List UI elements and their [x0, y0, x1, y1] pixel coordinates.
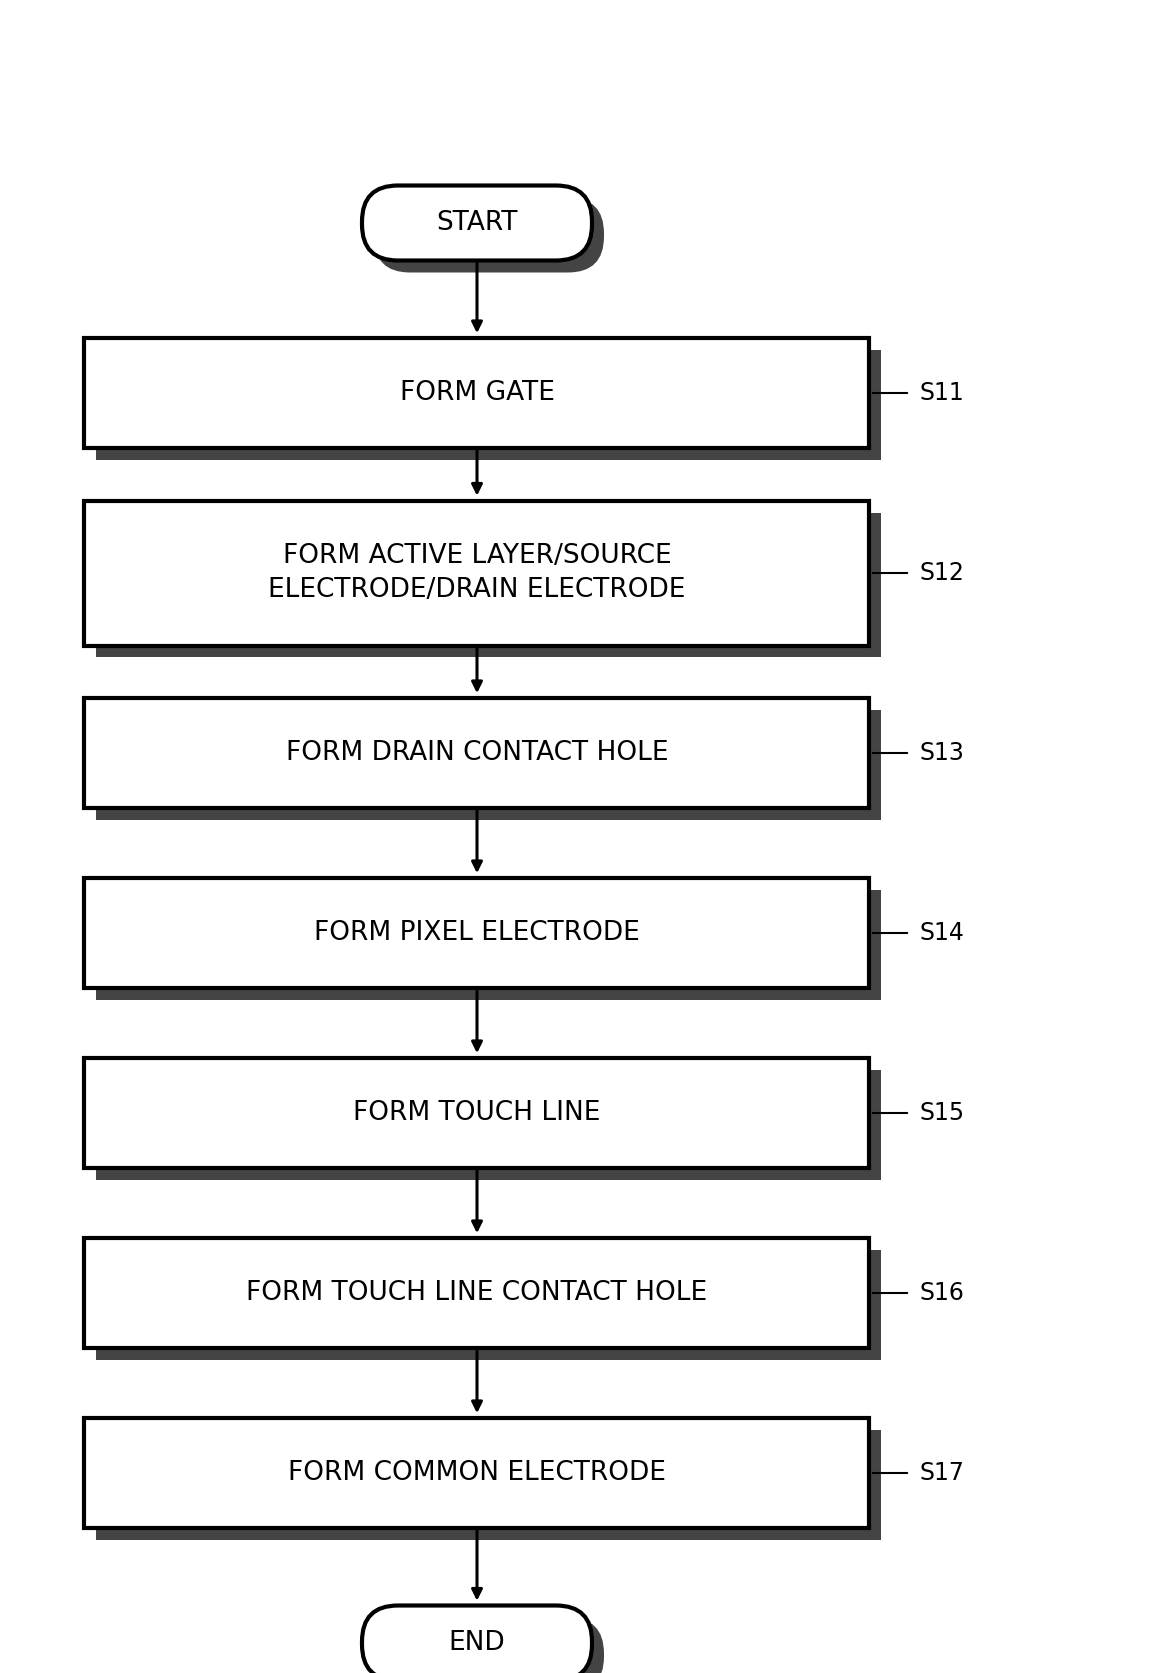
Text: S14: S14 [920, 922, 965, 945]
Text: FORM ACTIVE LAYER/SOURCE
ELECTRODE/DRAIN ELECTRODE: FORM ACTIVE LAYER/SOURCE ELECTRODE/DRAIN… [268, 544, 686, 602]
Text: FORM DRAIN CONTACT HOLE: FORM DRAIN CONTACT HOLE [286, 739, 669, 766]
Bar [96, 890, 881, 1000]
Bar [85, 500, 870, 646]
Text: FORM TOUCH LINE: FORM TOUCH LINE [353, 1101, 600, 1126]
Bar [85, 698, 870, 808]
Text: S16: S16 [920, 1282, 965, 1305]
Text: FORM COMMON ELECTRODE: FORM COMMON ELECTRODE [288, 1461, 666, 1486]
Text: S13: S13 [920, 741, 965, 765]
FancyBboxPatch shape [362, 186, 592, 261]
Bar [96, 709, 881, 820]
FancyBboxPatch shape [374, 197, 604, 273]
Bar [85, 1419, 870, 1527]
Bar [96, 1250, 881, 1360]
Text: FORM GATE: FORM GATE [399, 380, 555, 407]
Text: START: START [437, 211, 518, 236]
Text: FORM TOUCH LINE CONTACT HOLE: FORM TOUCH LINE CONTACT HOLE [246, 1280, 707, 1307]
FancyBboxPatch shape [374, 1618, 604, 1673]
Bar [85, 1057, 870, 1168]
Bar [96, 512, 881, 657]
Text: FORM PIXEL ELECTRODE: FORM PIXEL ELECTRODE [315, 920, 640, 945]
Bar [96, 1430, 881, 1541]
Bar [85, 338, 870, 448]
Text: S15: S15 [920, 1101, 965, 1124]
Text: END: END [448, 1630, 505, 1656]
Bar [85, 1238, 870, 1348]
Bar [96, 1071, 881, 1179]
Bar [85, 878, 870, 989]
Bar [96, 350, 881, 460]
Text: S12: S12 [920, 560, 965, 586]
Text: S11: S11 [920, 381, 965, 405]
Text: S17: S17 [920, 1461, 965, 1486]
FancyBboxPatch shape [362, 1606, 592, 1673]
